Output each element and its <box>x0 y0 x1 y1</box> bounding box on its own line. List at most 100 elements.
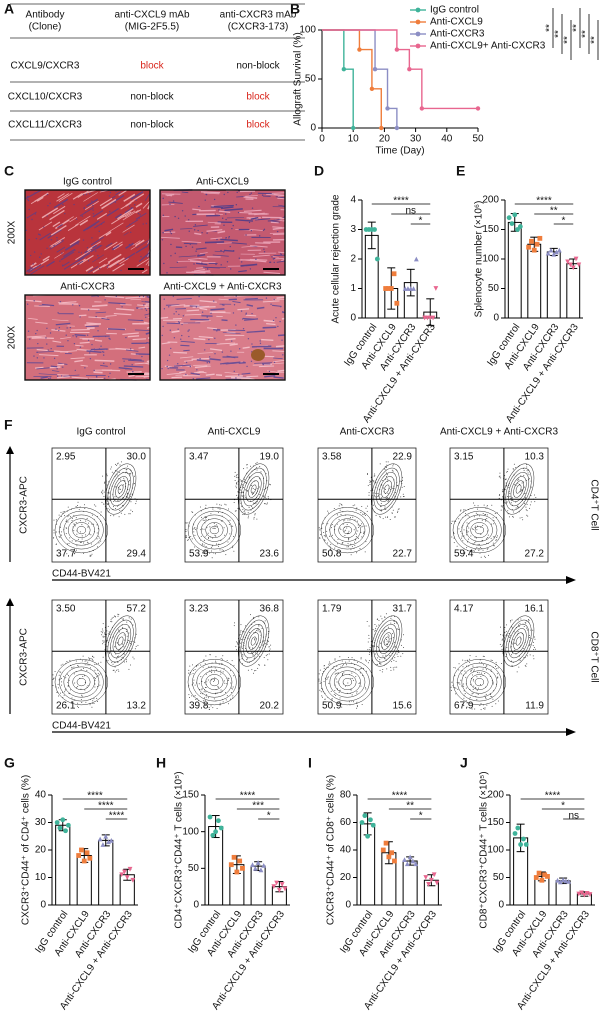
event-dot <box>133 658 135 660</box>
event-dot <box>117 463 119 465</box>
nucleus <box>198 205 200 208</box>
event-dot <box>384 616 386 618</box>
fiber <box>63 259 80 270</box>
event-dot <box>215 660 217 662</box>
frame <box>24 294 151 381</box>
event-dot <box>358 683 360 685</box>
nucleus <box>34 192 36 194</box>
event-dot <box>258 646 260 648</box>
nucleus <box>97 330 99 332</box>
event-dot <box>116 642 118 644</box>
event-dot <box>245 481 247 483</box>
data-point <box>523 842 529 847</box>
significance-label: **** <box>109 811 125 822</box>
contour <box>503 463 535 515</box>
event-dot <box>264 664 266 666</box>
event-dot <box>492 536 494 538</box>
event-dot <box>516 671 518 673</box>
fiber <box>30 262 37 268</box>
event-dot <box>205 687 207 689</box>
fiber <box>264 374 276 378</box>
event-dot <box>93 523 95 525</box>
event-dot <box>534 638 536 640</box>
event-dot <box>67 516 69 518</box>
significance-label: ns <box>405 206 416 217</box>
contour <box>325 510 370 550</box>
event-dot <box>329 701 331 703</box>
event-dot <box>492 542 494 544</box>
event-dot <box>239 492 241 494</box>
nucleus <box>232 224 234 227</box>
event-dot <box>187 522 189 524</box>
event-dot <box>89 704 91 706</box>
event-dot <box>398 508 400 510</box>
nucleus <box>181 323 183 326</box>
event-dot <box>129 649 131 651</box>
nucleus <box>72 335 74 337</box>
nucleus <box>27 198 29 201</box>
event-dot <box>263 656 265 658</box>
event-dot <box>480 533 482 535</box>
event-dot <box>194 669 196 671</box>
event-dot <box>106 645 108 647</box>
event-dot <box>471 668 473 670</box>
event-dot <box>106 500 108 502</box>
event-dot <box>113 615 115 617</box>
contour <box>209 526 220 535</box>
nucleus <box>206 232 208 234</box>
event-dot <box>211 669 213 671</box>
nucleus <box>89 192 91 195</box>
nucleus <box>46 343 48 345</box>
data-point <box>228 862 234 868</box>
event-dot <box>52 674 54 676</box>
event-dot <box>528 644 530 646</box>
y-tick-label: 150 <box>182 790 199 801</box>
fiber <box>124 252 136 260</box>
event-dot <box>91 523 93 525</box>
data-point <box>250 862 255 868</box>
event-dot <box>232 686 234 688</box>
quadrant-percent: 11.9 <box>525 701 544 712</box>
event-dot <box>93 698 95 700</box>
event-dot <box>392 667 394 669</box>
arrow-head <box>6 446 14 454</box>
table-cell: non-block <box>130 120 174 131</box>
histology-image <box>24 189 151 276</box>
event-dot <box>493 523 495 525</box>
data-point <box>521 836 526 842</box>
event-dot <box>116 470 118 472</box>
data-point <box>554 249 559 255</box>
nucleus <box>64 212 66 215</box>
event-dot <box>109 500 111 502</box>
event-dot <box>193 679 195 681</box>
event-dot <box>526 503 528 505</box>
event-dot <box>459 549 461 551</box>
event-dot <box>78 509 80 511</box>
event-dot <box>120 461 122 463</box>
fiber <box>199 307 208 311</box>
nucleus <box>275 317 277 319</box>
event-dot <box>246 464 248 466</box>
nucleus <box>82 239 85 241</box>
event-dot <box>348 660 350 662</box>
fiber <box>132 338 146 341</box>
event-dot <box>367 641 369 643</box>
event-dot <box>248 506 250 508</box>
event-dot <box>523 469 525 471</box>
event-dot <box>268 483 270 485</box>
event-dot <box>225 554 227 556</box>
fiber <box>144 362 151 365</box>
survival-point <box>394 125 400 131</box>
event-dot <box>112 669 114 671</box>
event-dot <box>347 543 349 545</box>
nucleus <box>74 369 76 372</box>
event-dot <box>525 496 527 498</box>
event-dot <box>340 514 342 516</box>
contour <box>200 670 228 694</box>
event-dot <box>86 686 88 688</box>
fiber <box>195 247 207 250</box>
event-dot <box>474 708 476 710</box>
event-dot <box>327 667 329 669</box>
x-axis-title: Time (Day) <box>375 146 424 157</box>
